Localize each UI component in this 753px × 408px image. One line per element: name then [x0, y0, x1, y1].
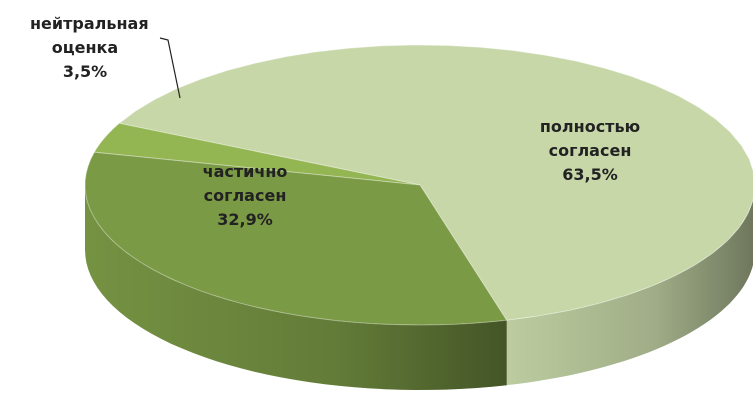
value-label: 32,9%	[217, 210, 273, 229]
pie-slice	[93, 122, 421, 186]
category-label: частично согласен	[202, 162, 288, 205]
pie-side-shade	[85, 185, 507, 390]
pie-slice	[84, 151, 508, 326]
leader-line	[159, 37, 181, 99]
value-label: 63,5%	[562, 165, 618, 184]
slice-label: нейтральная оценка 3,5%	[10, 12, 160, 84]
value-label: 3,5%	[62, 62, 108, 81]
category-label: нейтральная оценка	[30, 14, 149, 57]
category-label: полностью согласен	[539, 117, 641, 160]
slice-label: частично согласен 32,9%	[170, 160, 320, 232]
pie-slice	[118, 44, 753, 321]
pie-side-shade	[506, 200, 753, 386]
slice-label: полностью согласен 63,5%	[520, 115, 660, 187]
